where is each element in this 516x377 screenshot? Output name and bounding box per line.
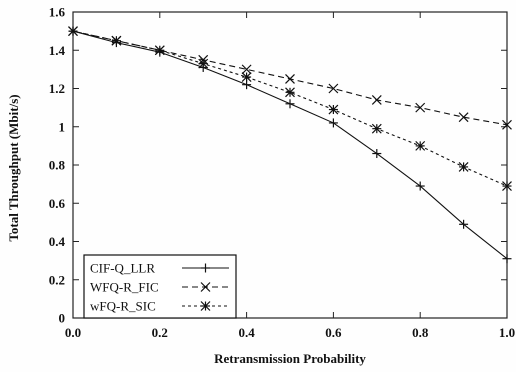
series-wfq-r-sic [68, 26, 512, 191]
legend-label-cif-q-llr: CIF-Q_LLR [90, 261, 155, 276]
series-cif-q-llr [68, 26, 512, 264]
y-tick-label: 1.6 [49, 5, 66, 20]
legend-marker-wfq-r-fic-stroke [200, 282, 211, 292]
data-point-wfq-r-fic-stroke [241, 64, 252, 75]
y-tick-label: 0 [59, 311, 66, 326]
legend-box [83, 254, 237, 319]
data-point-wfq-r-sic-stroke [111, 35, 122, 46]
data-point-wfq-r-sic [371, 123, 382, 134]
data-point-wfq-r-fic [241, 64, 252, 75]
data-point-wfq-r-sic [154, 45, 165, 56]
y-tick-label: 1.2 [49, 81, 65, 96]
legend-marker-wfq-r-sic-stroke [200, 301, 211, 311]
data-point-wfq-r-sic [415, 140, 426, 151]
x-tick-label: 0.4 [238, 325, 255, 340]
y-tick-label: 0.8 [49, 158, 66, 173]
data-point-wfq-r-sic [285, 87, 295, 98]
x-tick-label: 1.0 [499, 325, 515, 340]
data-point-cif-q-llr [459, 219, 469, 229]
x-tick-label: 0.2 [152, 325, 168, 340]
data-point-wfq-r-fic-stroke [502, 119, 512, 130]
data-point-wfq-r-sic-stroke [415, 140, 426, 151]
y-tick-label: 1.4 [49, 43, 66, 58]
data-point-wfq-r-sic-stroke [328, 104, 339, 115]
data-point-wfq-r-fic [328, 83, 339, 94]
legend: CIF-Q_LLR WFQ-R_FIC wFQ-R_SIC [83, 254, 237, 319]
y-tick-label: 0.4 [49, 234, 66, 249]
series-line-cif-q-llr [72, 30, 508, 260]
data-point-wfq-r-sic [111, 35, 122, 46]
data-point-cif-q-llr [242, 80, 252, 90]
legend-marker-cif-q-llr [201, 263, 210, 273]
data-point-wfq-r-fic-stroke [415, 102, 426, 113]
data-point-wfq-r-fic [502, 119, 512, 130]
legend-marker-wfq-r-fic [200, 282, 211, 292]
y-axis-label: Total Throughput (Mbit/s) [6, 94, 21, 241]
data-point-wfq-r-fic-stroke [285, 74, 295, 84]
data-point-wfq-r-fic-stroke [458, 112, 469, 123]
data-point-wfq-r-fic-stroke [328, 83, 339, 94]
legend-marker-wfq-r-sic [200, 301, 211, 311]
data-point-wfq-r-sic-stroke [154, 45, 165, 56]
data-point-wfq-r-sic-stroke [285, 87, 295, 98]
y-tick-label: 0.6 [49, 196, 66, 211]
axes: 0 0.2 0.4 0.6 0.8 1 1.2 1.4 1.6 0.0 0.2 0.4 0.6 0.8 1.… [49, 5, 515, 341]
y-tick-label: 0.2 [49, 272, 65, 287]
legend-label-wfq-r-fic: WFQ-R_FIC [90, 280, 159, 295]
data-point-cif-q-llr [415, 181, 425, 191]
data-point-wfq-r-sic-stroke [458, 161, 469, 172]
x-tick-label: 0.0 [65, 325, 81, 340]
series-line-wfq-r-sic [72, 30, 508, 187]
data-point-wfq-r-sic-stroke [68, 26, 78, 37]
data-point-wfq-r-sic [458, 161, 469, 172]
data-point-wfq-r-sic [328, 104, 339, 115]
data-point-wfq-r-fic [285, 74, 295, 84]
series-wfq-r-fic [68, 26, 512, 130]
data-point-wfq-r-fic [458, 112, 469, 123]
data-point-wfq-r-fic-stroke [371, 95, 382, 105]
data-point-wfq-r-sic [198, 58, 209, 69]
legend-label-wfq-r-sic: wFQ-R_SIC [90, 299, 156, 314]
data-point-cif-q-llr [328, 118, 338, 128]
data-point-cif-q-llr [502, 254, 512, 264]
data-point-cif-q-llr [285, 99, 295, 109]
data-point-wfq-r-fic [415, 102, 426, 113]
data-point-wfq-r-fic [371, 95, 382, 105]
x-tick-label: 0.8 [412, 325, 429, 340]
data-point-wfq-r-sic [502, 181, 512, 191]
data-point-wfq-r-sic [68, 26, 78, 37]
data-point-wfq-r-sic-stroke [241, 72, 252, 82]
series-layer [68, 26, 512, 264]
data-point-wfq-r-sic-stroke [198, 58, 209, 69]
x-axis-label: Retransmission Probability [214, 351, 366, 366]
data-point-cif-q-llr [372, 149, 382, 159]
data-point-wfq-r-sic-stroke [502, 181, 512, 191]
x-tick-label: 0.6 [325, 325, 342, 340]
data-point-wfq-r-sic [241, 72, 252, 82]
data-point-wfq-r-sic-stroke [371, 123, 382, 134]
y-tick-label: 1 [59, 119, 66, 134]
